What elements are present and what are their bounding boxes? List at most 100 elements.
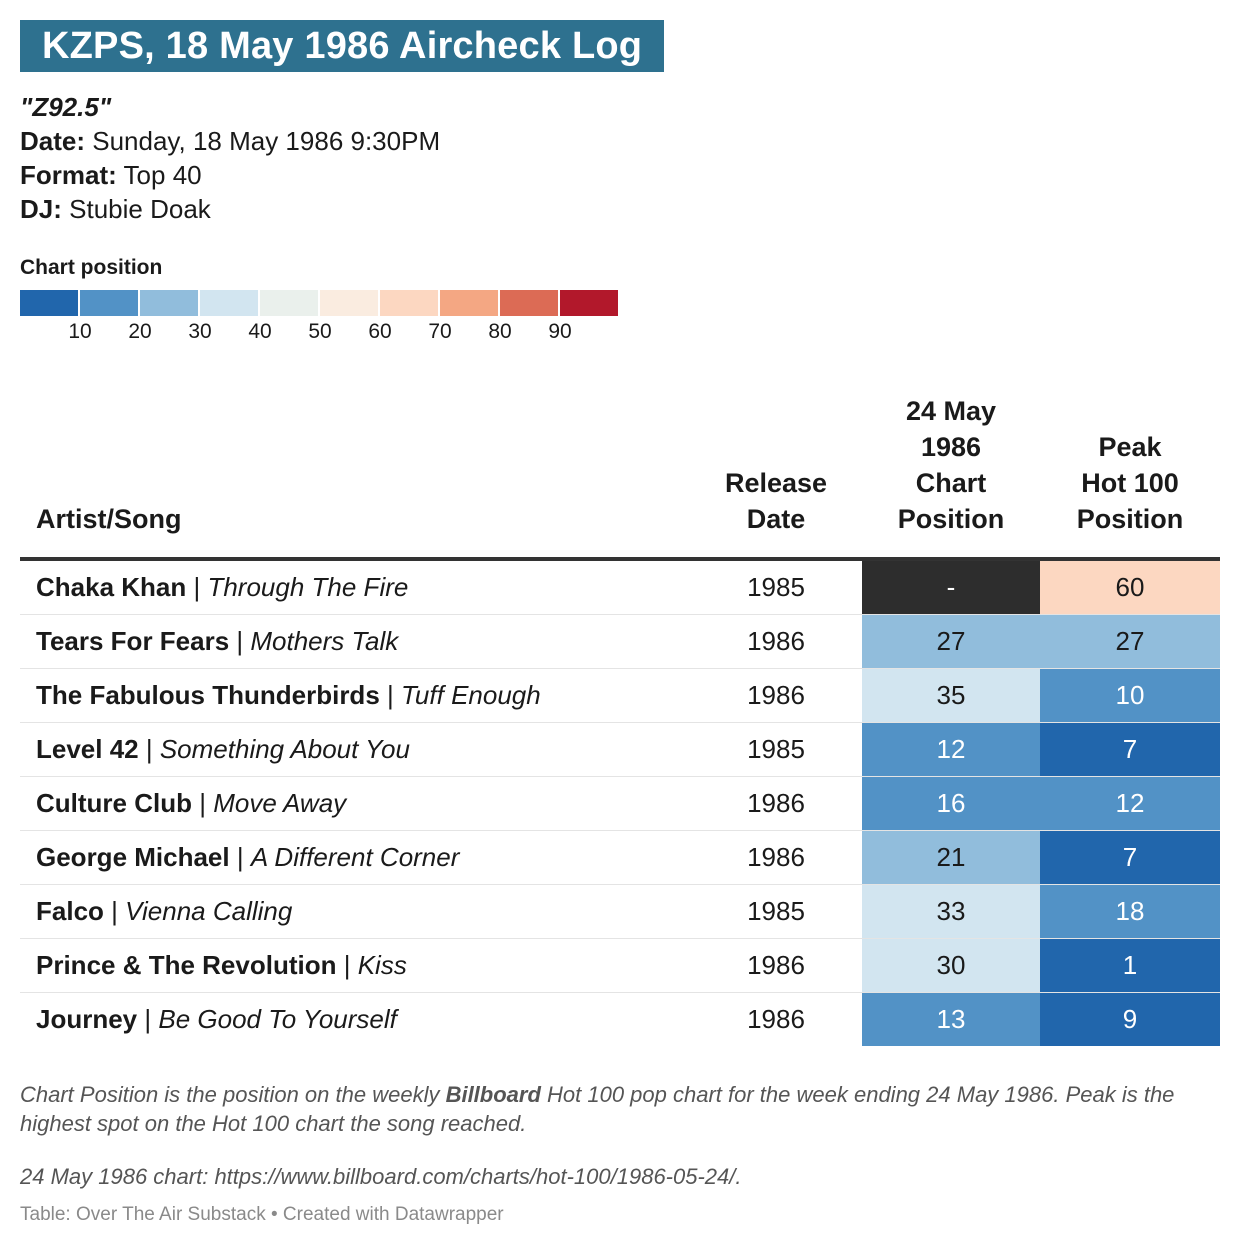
artist-name: Tears For Fears — [36, 626, 230, 656]
artist-name: Culture Club — [36, 788, 192, 818]
table-row: The Fabulous Thunderbirds | Tuff Enough 1… — [20, 668, 1220, 723]
header-release-date[interactable]: Release Date — [690, 393, 862, 561]
chart-source-link[interactable]: 24 May 1986 chart: https://www.billboard… — [20, 1164, 742, 1189]
legend-swatch — [380, 290, 438, 316]
artist-name: Prince & The Revolution — [36, 950, 337, 980]
table-row: Chaka Khan | Through The Fire 1985-60 — [20, 559, 1220, 615]
cell-artist-song: Tears For Fears | Mothers Talk — [20, 614, 690, 669]
song-title: Something About You — [159, 734, 410, 764]
song-title: Tuff Enough — [400, 680, 541, 710]
footnote: Chart Position is the position on the we… — [20, 1080, 1220, 1138]
cell-peak-position: 27 — [1040, 614, 1220, 669]
meta-date-value: Sunday, 18 May 1986 9:30PM — [92, 126, 441, 156]
song-title: Through The Fire — [207, 572, 409, 602]
song-title: Be Good To Yourself — [158, 1004, 397, 1034]
artist-name: Falco — [36, 896, 104, 926]
header-peak-line-2: Hot 100 — [1081, 468, 1179, 498]
legend-tick-label: 50 — [308, 320, 332, 343]
separator: | — [137, 1004, 159, 1034]
meta-date-label: Date: — [20, 126, 86, 156]
cell-artist-song: Prince & The Revolution | Kiss — [20, 938, 690, 993]
header-release-line-2: Date — [746, 504, 806, 534]
legend-tick-label: 90 — [548, 320, 572, 343]
legend-swatch — [560, 290, 618, 316]
meta-dj-label: DJ: — [20, 194, 62, 224]
legend-tick-label: 60 — [368, 320, 392, 343]
cell-peak-position: 9 — [1040, 992, 1220, 1046]
cell-chart-position: 27 — [862, 614, 1040, 669]
artist-name: George Michael — [36, 842, 230, 872]
legend-tick-label: 80 — [488, 320, 512, 343]
footnote-text-2: Hot 100 pop chart for the week ending 24… — [20, 1082, 1175, 1136]
legend-swatch — [440, 290, 498, 316]
table-row: Level 42 | Something About You 1985 12 7 — [20, 722, 1220, 777]
cell-artist-song: Falco | Vienna Calling — [20, 884, 690, 939]
cell-artist-song: George Michael | A Different Corner — [20, 830, 690, 885]
table-row: Prince & The Revolution | Kiss 1986 30 1 — [20, 938, 1220, 993]
cell-peak-position: 10 — [1040, 668, 1220, 723]
separator: | — [336, 950, 358, 980]
header-chart-position[interactable]: 24 May 1986 Chart Position — [862, 393, 1040, 561]
cell-release-date: 1986 — [690, 938, 862, 993]
header-release-line-1: Release — [724, 468, 828, 498]
cell-artist-song: Level 42 | Something About You — [20, 722, 690, 777]
page-title: KZPS, 18 May 1986 Aircheck Log — [20, 20, 665, 72]
separator: | — [229, 842, 251, 872]
legend-tick-label: 40 — [248, 320, 272, 343]
credit-line: Table: Over The Air Substack • Created w… — [20, 1204, 504, 1225]
cell-chart-position: - — [862, 559, 1040, 615]
cell-peak-position: 60 — [1040, 559, 1220, 615]
cell-chart-position: 13 — [862, 992, 1040, 1046]
legend-swatch — [500, 290, 558, 316]
aircheck-table: Artist/Song Release Date 24 May 1986 Chart P… — [20, 393, 1220, 1046]
meta-dj-value: Stubie Doak — [69, 194, 211, 224]
cell-chart-position: 12 — [862, 722, 1040, 777]
cell-release-date: 1985 — [690, 884, 862, 939]
cell-artist-song: The Fabulous Thunderbirds | Tuff Enough — [20, 668, 690, 723]
artist-name: The Fabulous Thunderbirds — [36, 680, 380, 710]
header-chart-line-1: 24 May — [905, 396, 997, 426]
cell-peak-position: 7 — [1040, 830, 1220, 885]
cell-peak-position: 18 — [1040, 884, 1220, 939]
artist-name: Journey — [36, 1004, 138, 1034]
table-row: Journey | Be Good To Yourself 1986 13 9 — [20, 992, 1220, 1047]
table-row: Tears For Fears | Mothers Talk 1986 27 27 — [20, 614, 1220, 669]
cell-chart-position: 30 — [862, 938, 1040, 993]
legend-tick-label: 30 — [188, 320, 212, 343]
header-chart-line-3: Chart — [915, 468, 987, 498]
cell-chart-position: 33 — [862, 884, 1040, 939]
legend-tick-label: 20 — [128, 320, 152, 343]
header-peak-position[interactable]: Peak Hot 100 Position — [1040, 393, 1220, 561]
table-row: Falco | Vienna Calling 1985 33 18 — [20, 884, 1220, 939]
meta-format-label: Format: — [20, 160, 117, 190]
header-chart-line-2: 1986 — [920, 432, 982, 462]
meta-format-value: Top 40 — [123, 160, 202, 190]
footnote-text-1: Chart Position is the position on the we… — [20, 1082, 446, 1107]
legend-swatch — [260, 290, 318, 316]
meta-block: "Z92.5" Date: Sunday, 18 May 1986 9:30PM… — [20, 90, 1220, 226]
footnote-billboard: Billboard — [445, 1082, 541, 1107]
song-title: Kiss — [357, 950, 407, 980]
cell-artist-song: Journey | Be Good To Yourself — [20, 993, 690, 1047]
header-chart-line-4: Position — [897, 504, 1005, 534]
cell-chart-position: 35 — [862, 668, 1040, 723]
cell-release-date: 1986 — [690, 776, 862, 831]
separator: | — [103, 896, 126, 926]
meta-dj: DJ: Stubie Doak — [20, 192, 1220, 226]
legend-swatch — [80, 290, 138, 316]
song-title: A Different Corner — [250, 842, 460, 872]
cell-release-date: 1986 — [690, 614, 862, 669]
table-header-row: Artist/Song Release Date 24 May 1986 Chart P… — [20, 393, 1220, 561]
separator: | — [138, 734, 160, 764]
cell-chart-position: 21 — [862, 830, 1040, 885]
artist-name: Chaka Khan — [36, 572, 187, 602]
header-artist-song[interactable]: Artist/Song — [20, 393, 690, 561]
cell-release-date: 1986 — [747, 1004, 805, 1034]
separator: | — [192, 788, 214, 818]
cell-release-date: 1986 — [690, 668, 862, 723]
legend-tick-label: 70 — [428, 320, 452, 343]
cell-peak-position: 1 — [1040, 938, 1220, 993]
meta-format: Format: Top 40 — [20, 158, 1220, 192]
cell-artist-song: Culture Club | Move Away — [20, 776, 690, 831]
legend-tick-labels: 10 20 30 40 50 60 70 80 90 — [20, 320, 640, 350]
